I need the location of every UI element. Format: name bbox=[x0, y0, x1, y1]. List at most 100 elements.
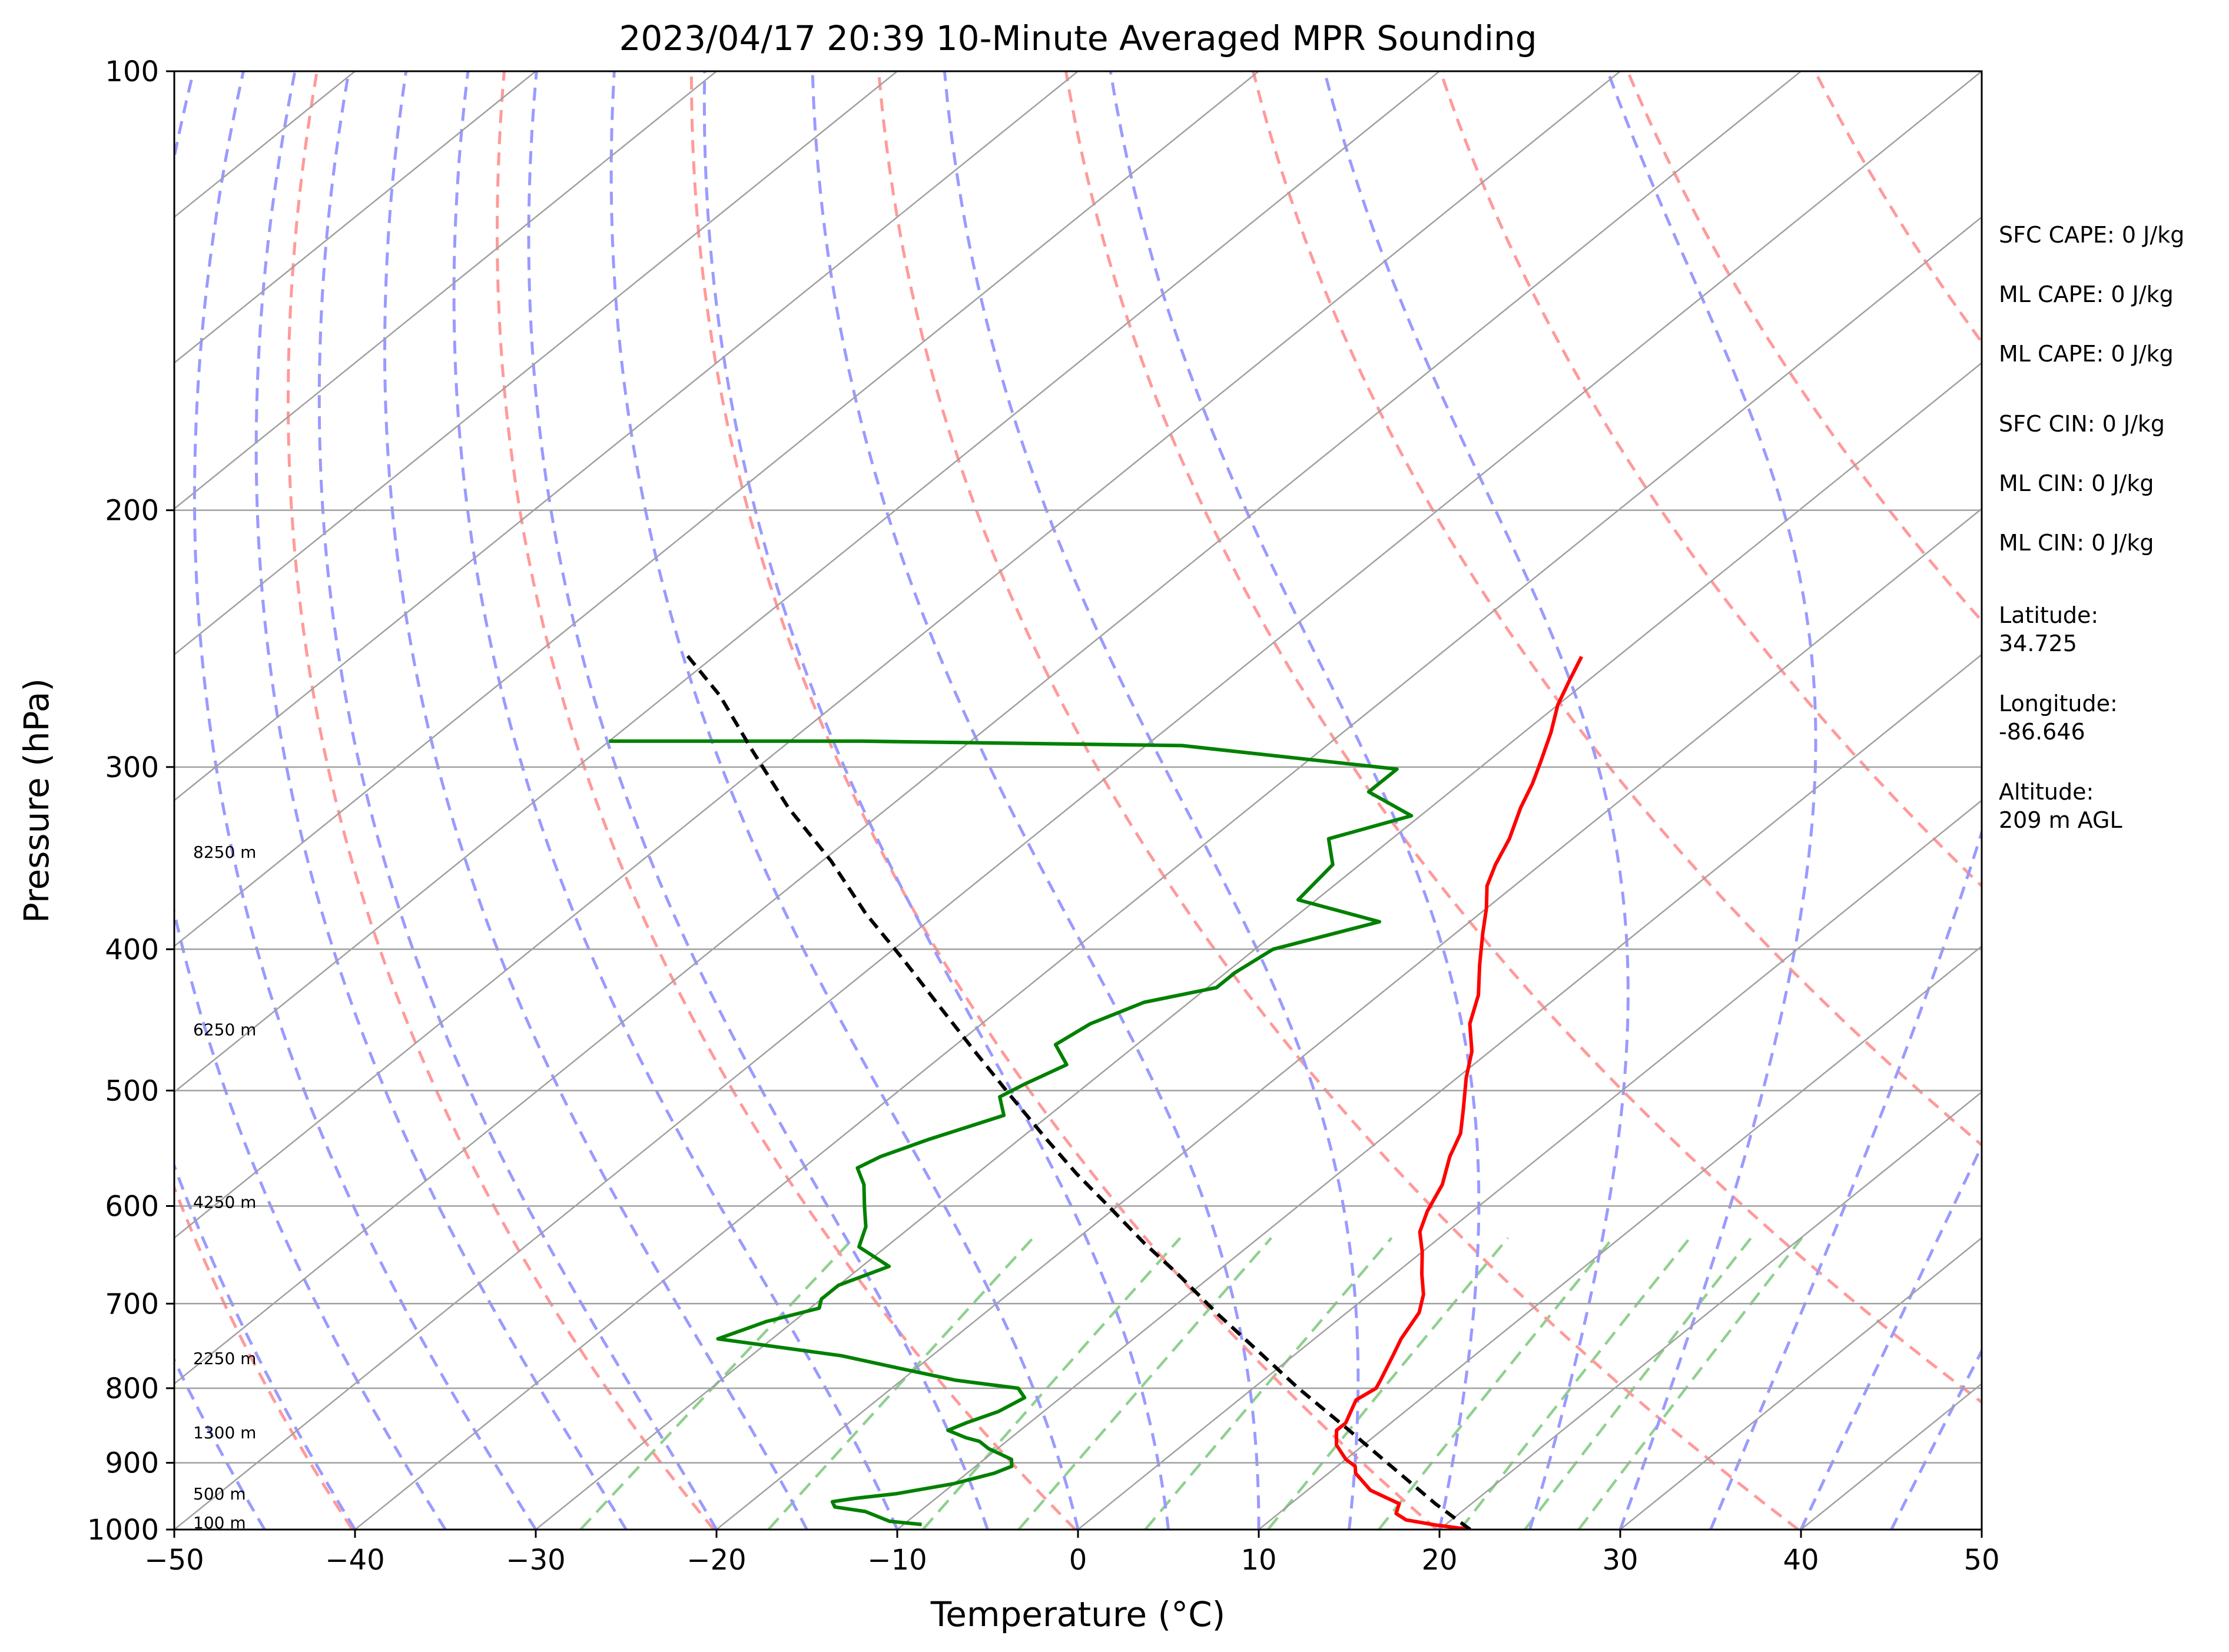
y-axis-label: Pressure (hPa) bbox=[16, 678, 57, 923]
x-axis-ticks: −50 −40 −30 −20 −10 0 10 20 30 40 50 bbox=[144, 1530, 2000, 1577]
isotherm-line bbox=[174, 71, 1982, 1530]
ml-cape-text-2: ML CAPE: 0 J/kg bbox=[1999, 341, 2174, 367]
x-tick-label: −50 bbox=[144, 1544, 204, 1577]
dry-adiabat-line bbox=[174, 1183, 354, 1530]
mixing-ratio-line bbox=[1266, 1237, 1510, 1530]
mixing-ratio-line bbox=[1378, 1237, 1614, 1530]
isotherm-line bbox=[1077, 799, 1982, 1530]
height-label: 500 m bbox=[193, 1484, 246, 1504]
y-tick-label: 800 bbox=[105, 1372, 159, 1405]
isotherm-line bbox=[174, 71, 1259, 947]
moist-adiabat-line bbox=[174, 1356, 266, 1530]
dry-adiabat-line bbox=[1064, 71, 1982, 1404]
y-tick-label: 100 bbox=[105, 55, 159, 88]
isotherm-line bbox=[1258, 945, 1982, 1530]
height-label: 2250 m bbox=[193, 1349, 256, 1368]
y-tick-label: 500 bbox=[105, 1074, 159, 1107]
isotherm-line bbox=[897, 653, 1982, 1530]
x-tick-label: 30 bbox=[1602, 1544, 1638, 1577]
isotherm-line bbox=[174, 71, 717, 510]
x-tick-label: −20 bbox=[686, 1544, 746, 1577]
isotherm-line bbox=[174, 71, 536, 364]
isotherm-line bbox=[174, 71, 1440, 1093]
plot-area bbox=[174, 71, 1982, 1530]
parcel-path-line bbox=[682, 650, 1471, 1530]
moist-adiabat-line bbox=[702, 71, 1170, 1530]
dry-adiabat-line bbox=[495, 71, 1077, 1530]
moist-adiabat-line bbox=[452, 71, 899, 1530]
isotherm-line bbox=[174, 71, 898, 656]
y-tick-label: 300 bbox=[105, 751, 159, 784]
latitude-label: Latitude: bbox=[1999, 602, 2098, 628]
sounding-info-panel: SFC CAPE: 0 J/kg ML CAPE: 0 J/kg ML CAPE… bbox=[1999, 222, 2184, 833]
dry-adiabat-line bbox=[1813, 71, 1982, 345]
sounding-series bbox=[609, 650, 1583, 1530]
x-tick-label: 50 bbox=[1963, 1544, 1999, 1577]
x-axis-label: Temperature (°C) bbox=[930, 1594, 1226, 1634]
longitude-label: Longitude: bbox=[1999, 691, 2118, 716]
moist-adiabat-line bbox=[174, 71, 447, 1530]
x-tick-label: 40 bbox=[1783, 1544, 1819, 1577]
temperature-profile-line bbox=[1335, 655, 1583, 1530]
mixing-ratio-line bbox=[1144, 1237, 1393, 1530]
height-label: 6250 m bbox=[193, 1020, 256, 1040]
dry-adiabat-line bbox=[689, 71, 1438, 1530]
moist-adiabat-line bbox=[383, 71, 808, 1530]
ml-cin-text-2: ML CIN: 0 J/kg bbox=[1999, 530, 2154, 556]
height-label: 1300 m bbox=[193, 1423, 256, 1442]
dry-adiabat-line bbox=[287, 71, 715, 1530]
x-tick-label: −30 bbox=[506, 1544, 565, 1577]
sfc-cin-text: SFC CIN: 0 J/kg bbox=[1999, 411, 2165, 437]
isotherm-line bbox=[1620, 1236, 1982, 1530]
moist-adiabat-line bbox=[1109, 71, 1481, 1530]
ml-cape-text: ML CAPE: 0 J/kg bbox=[1999, 281, 2174, 307]
isotherm-line bbox=[716, 507, 1982, 1530]
y-tick-label: 200 bbox=[105, 495, 159, 528]
dry-adiabat-line bbox=[877, 71, 1799, 1530]
moist-adiabat-line bbox=[527, 71, 989, 1530]
mixing-ratio-line bbox=[1459, 1237, 1691, 1530]
y-tick-label: 600 bbox=[105, 1190, 159, 1223]
height-labels: 100 m 500 m 1300 m 2250 m 4250 m 6250 m 8250 m bbox=[193, 842, 256, 1532]
moist-adiabat-line bbox=[811, 71, 1261, 1530]
mixing-ratio-line bbox=[921, 1237, 1182, 1530]
sfc-cape-text: SFC CAPE: 0 J/kg bbox=[1999, 222, 2184, 248]
y-axis-ticks: 1000 900 800 700 600 500 400 300 200 100 bbox=[87, 55, 174, 1547]
height-label: 100 m bbox=[193, 1513, 246, 1532]
altitude-value: 209 m AGL bbox=[1999, 807, 2122, 833]
dry-adiabats bbox=[174, 71, 1982, 1530]
moist-adiabat-line bbox=[609, 71, 1080, 1530]
latitude-value: 34.725 bbox=[1999, 631, 2077, 656]
isotherm-line bbox=[1439, 1091, 1982, 1530]
moist-adiabats bbox=[174, 71, 1982, 1530]
isotherm-line bbox=[174, 71, 1802, 1385]
moist-adiabat-line bbox=[1799, 1142, 1982, 1530]
moist-adiabat-line bbox=[1323, 71, 1630, 1530]
isobars bbox=[174, 71, 1982, 1530]
altitude-label: Altitude: bbox=[1999, 779, 2094, 805]
x-tick-label: −10 bbox=[867, 1544, 927, 1577]
moist-adiabat-line bbox=[317, 71, 718, 1530]
y-tick-label: 700 bbox=[105, 1288, 159, 1321]
isotherm-line bbox=[174, 71, 1621, 1239]
isotherm-line bbox=[354, 216, 1982, 1530]
mixing-ratio-line bbox=[1524, 1237, 1752, 1530]
x-tick-label: −40 bbox=[325, 1544, 384, 1577]
moist-adiabat-line bbox=[1890, 1348, 1982, 1530]
y-tick-label: 900 bbox=[105, 1447, 159, 1480]
isotherm-line bbox=[174, 71, 1079, 802]
mixing-ratio-line bbox=[767, 1237, 1034, 1530]
moist-adiabat-line bbox=[1606, 71, 1817, 1530]
longitude-value: -86.646 bbox=[1999, 719, 2085, 745]
height-label: 8250 m bbox=[193, 842, 256, 862]
mixing-ratio-line bbox=[1577, 1237, 1803, 1530]
y-tick-label: 1000 bbox=[87, 1514, 159, 1547]
moist-adiabat-line bbox=[193, 71, 538, 1530]
chart-title: 2023/04/17 20:39 10-Minute Averaged MPR … bbox=[619, 18, 1537, 58]
moist-adiabat-line bbox=[254, 71, 628, 1530]
y-tick-label: 400 bbox=[105, 933, 159, 966]
dry-adiabat-line bbox=[1439, 71, 1982, 888]
x-tick-label: 20 bbox=[1421, 1544, 1457, 1577]
